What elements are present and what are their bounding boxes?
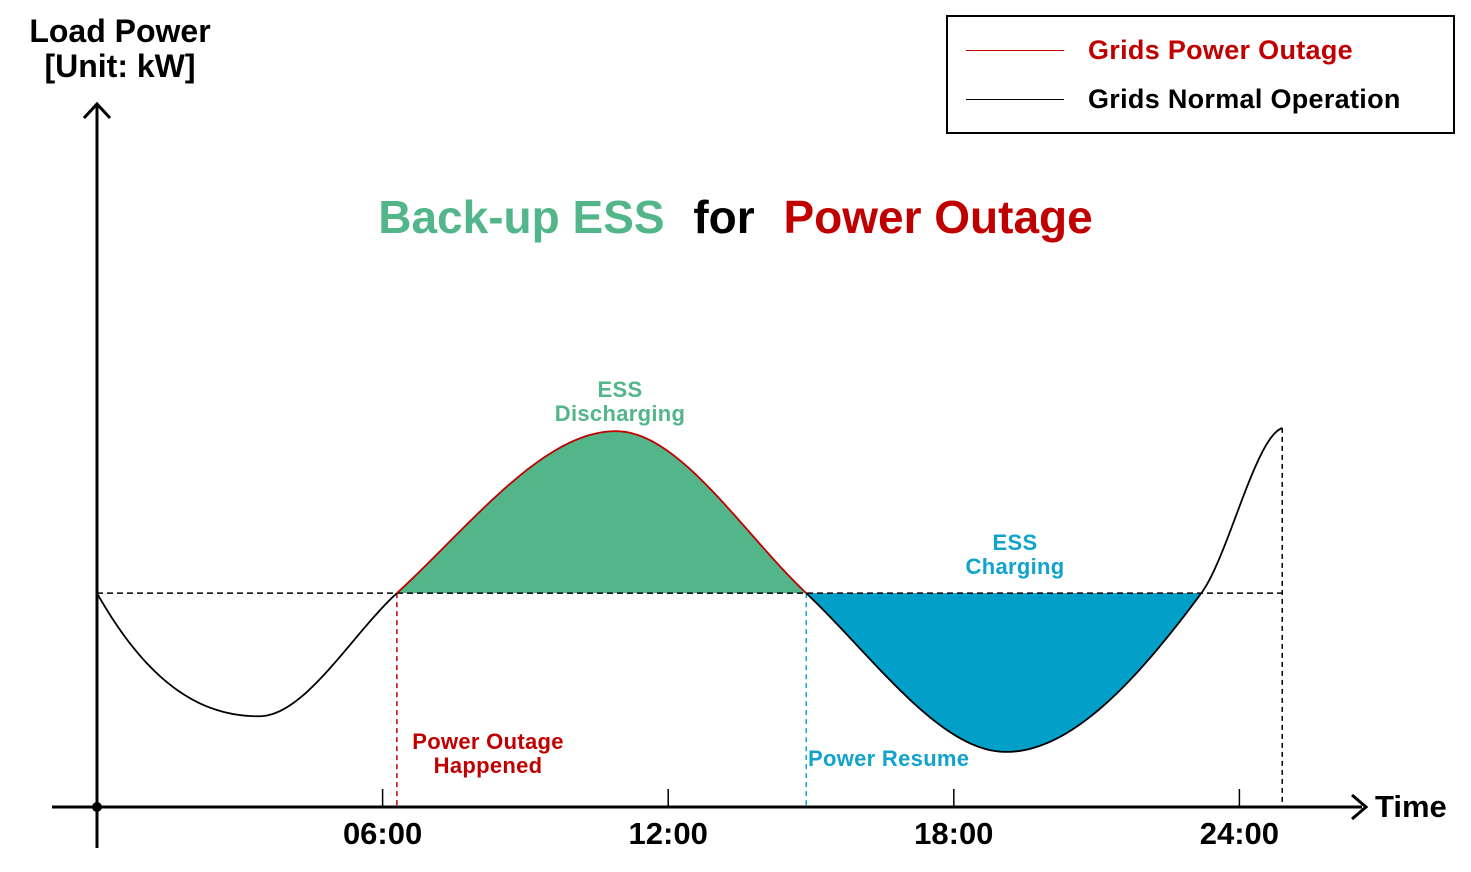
event-label-outage: Happened xyxy=(434,753,543,778)
region-label-discharge: ESS xyxy=(598,377,643,402)
x-tick-label: 18:00 xyxy=(914,816,993,851)
title-part-ess: Back-up ESS xyxy=(378,191,665,243)
region-label-charge: Charging xyxy=(966,554,1065,579)
y-axis-arrow xyxy=(82,101,112,120)
x-tick-label: 06:00 xyxy=(343,816,422,851)
legend-label-outage: Grids Power Outage xyxy=(1088,35,1353,65)
x-tick-label: 24:00 xyxy=(1200,816,1279,851)
y-axis-label: Load Power [Unit: kW] xyxy=(10,14,230,84)
curve-outage xyxy=(396,430,807,594)
title-part-for: for xyxy=(693,191,755,243)
legend-swatch-normal xyxy=(966,99,1064,100)
region-charge xyxy=(806,593,1202,752)
y-axis-label-line-1: Load Power xyxy=(29,13,211,49)
x-tick-label: 12:00 xyxy=(629,816,708,851)
legend-label-normal: Grids Normal Operation xyxy=(1088,84,1401,114)
legend-item-normal: Grids Normal Operation xyxy=(966,84,1401,115)
event-label-outage: Power Outage xyxy=(412,729,564,754)
legend-swatch-outage xyxy=(966,50,1064,51)
legend: Grids Power Outage Grids Normal Operatio… xyxy=(946,15,1455,134)
region-label-charge: ESS xyxy=(993,530,1038,555)
curve-normal-1 xyxy=(96,592,398,718)
chart-title: Back-up ESS for Power Outage xyxy=(0,190,1471,244)
curve-normal-2 xyxy=(805,427,1283,753)
region-discharge xyxy=(396,431,807,594)
y-axis-label-line-2: [Unit: kW] xyxy=(44,48,196,84)
x-axis-arrow xyxy=(1351,793,1369,821)
event-label-resume: Power Resume xyxy=(808,746,969,771)
x-axis-label: Time xyxy=(1375,789,1447,824)
region-label-discharge: Discharging xyxy=(555,401,685,426)
origin-dot xyxy=(92,802,102,812)
legend-item-outage: Grids Power Outage xyxy=(966,35,1353,66)
title-part-outage: Power Outage xyxy=(783,191,1093,243)
